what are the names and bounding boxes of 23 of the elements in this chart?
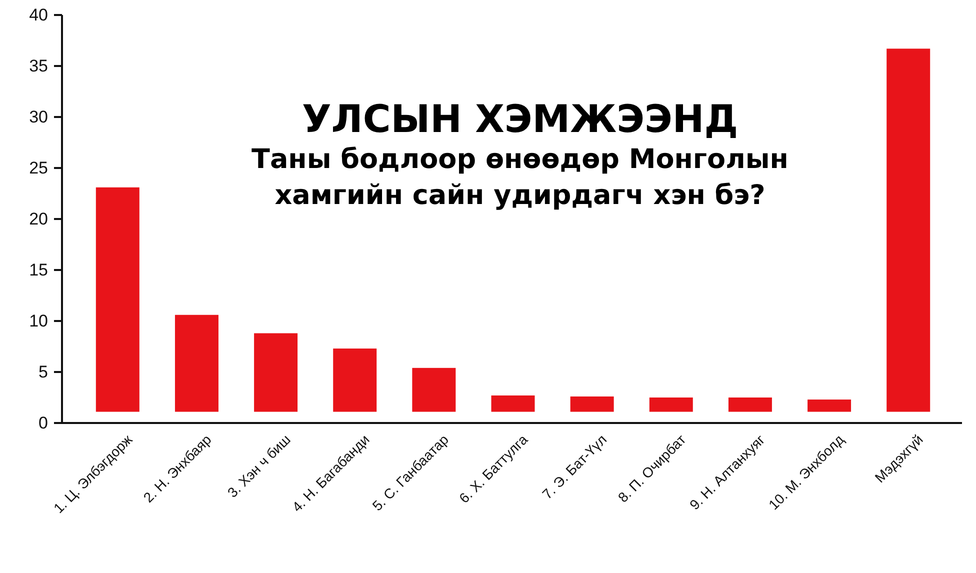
text: УЛСЫН ХЭМЖЭЭНД (302, 97, 738, 141)
y-tick-label: 30 (29, 107, 48, 126)
y-tick-label: 10 (29, 311, 48, 330)
y-tick-label: 40 (29, 5, 48, 24)
bar (412, 368, 456, 412)
bar (96, 187, 140, 412)
bar (491, 395, 535, 412)
bar (808, 400, 852, 412)
bar (333, 348, 377, 412)
y-tick-label: 5 (38, 362, 48, 382)
bar (254, 333, 298, 412)
bar (728, 398, 772, 412)
bar (649, 398, 693, 412)
y-tick-label: 25 (29, 158, 48, 178)
bar (886, 48, 930, 412)
y-tick-label: 15 (29, 260, 48, 280)
y-tick-label: 0 (38, 413, 48, 432)
bar (174, 314, 218, 412)
x-tick-label: 3. Хэн ч биш (224, 431, 294, 501)
text: Таны бодлоор өнөөдөр Монголын хамгийн сайн удирдагч хэн бэ? (252, 144, 788, 211)
y-tick-label: 35 (29, 56, 48, 76)
y-tick-label: 20 (29, 209, 48, 228)
bar (570, 396, 614, 412)
